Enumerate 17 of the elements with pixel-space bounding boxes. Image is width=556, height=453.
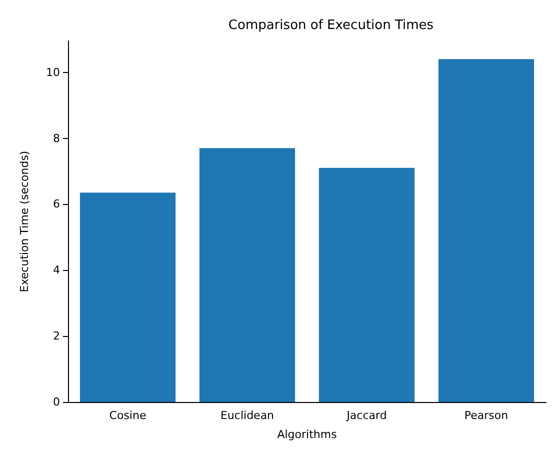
y-tick-label: 10 bbox=[46, 66, 60, 79]
y-axis-title: Execution Time (seconds) bbox=[18, 150, 31, 292]
bar bbox=[199, 148, 296, 402]
x-axis-title: Algorithms bbox=[277, 428, 338, 441]
y-tick-label: 2 bbox=[53, 330, 60, 343]
y-tick-label: 0 bbox=[53, 396, 60, 408]
y-tick-label: 6 bbox=[53, 198, 60, 211]
y-tick-label: 8 bbox=[53, 132, 60, 145]
x-tick-label: Euclidean bbox=[220, 409, 274, 422]
chart-title: Comparison of Execution Times bbox=[228, 18, 434, 33]
x-tick-label: Pearson bbox=[464, 409, 508, 422]
y-tick-label: 4 bbox=[53, 264, 60, 277]
x-tick-label: Jaccard bbox=[346, 409, 387, 422]
bar bbox=[80, 192, 176, 402]
bar bbox=[318, 168, 415, 402]
x-tick-label: Cosine bbox=[109, 409, 146, 422]
bar bbox=[438, 59, 534, 402]
